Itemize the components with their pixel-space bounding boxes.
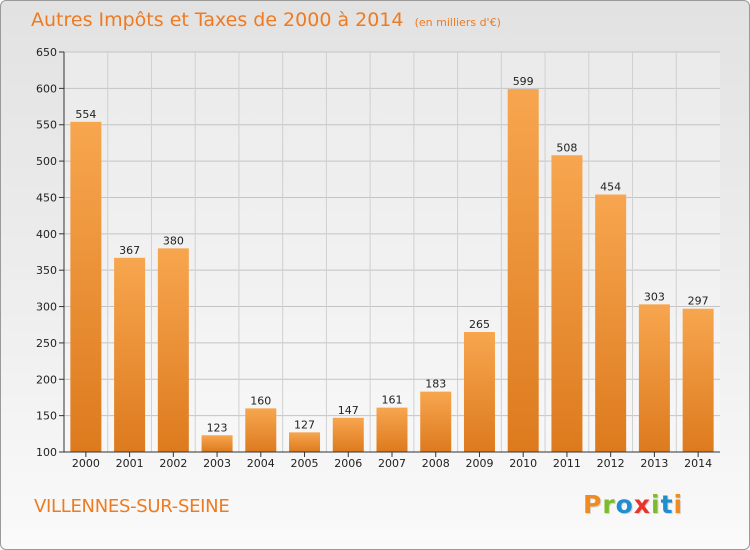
logo-letter: P [583,490,603,519]
bar-2006 [332,417,364,452]
x-tick-label-2000: 2000 [72,457,100,470]
data-label-2002: 380 [163,234,184,247]
x-tick-label-2005: 2005 [291,457,319,470]
y-tick-label: 350 [36,264,57,277]
bar-2004 [245,408,277,452]
logo-letter: x [633,490,651,519]
x-tick-label-2009: 2009 [465,457,493,470]
x-tick-label-2011: 2011 [553,457,581,470]
bar-2014 [682,308,714,452]
y-tick-label: 650 [36,46,57,59]
x-tick-label-2012: 2012 [597,457,625,470]
bar-2003 [201,435,233,452]
x-tick-label-2007: 2007 [378,457,406,470]
town-name: VILLENNES-SUR-SEINE [34,496,230,517]
data-label-2001: 367 [119,244,140,257]
data-label-2004: 160 [250,394,271,407]
bar-2001 [114,257,146,452]
chart-subtitle: (en milliers d'€) [414,16,501,29]
data-label-2007: 161 [382,394,403,407]
x-tick-label-2002: 2002 [159,457,187,470]
x-tick-label-2006: 2006 [334,457,362,470]
x-tick-label-2014: 2014 [684,457,712,470]
data-label-2005: 127 [294,418,315,431]
x-tick-label-2013: 2013 [640,457,668,470]
y-tick-label: 100 [36,446,57,459]
data-label-2014: 297 [688,295,709,308]
logo-letter: r [602,490,616,519]
y-tick-label: 450 [36,191,57,204]
bar-2011 [551,155,583,453]
y-tick-label: 150 [36,410,57,423]
y-tick-label: 200 [36,373,57,386]
data-label-2000: 554 [75,108,96,121]
y-tick-label: 500 [36,155,57,168]
data-label-2003: 123 [207,421,228,434]
y-tick-label: 400 [36,228,57,241]
data-label-2008: 183 [425,378,446,391]
y-tick-label: 250 [36,337,57,350]
bar-2008 [420,391,452,452]
bar-2009 [463,332,495,452]
x-tick-label-2001: 2001 [116,457,144,470]
logo-letter: o [615,490,634,519]
logo-letter: i [651,490,661,519]
x-tick-label-2010: 2010 [509,457,537,470]
logo-letter: t [660,490,674,519]
data-label-2006: 147 [338,404,359,417]
bar-2012 [595,194,627,452]
bar-2000 [70,121,102,453]
y-tick-label: 300 [36,301,57,314]
data-label-2011: 508 [556,141,577,154]
bar-2013 [638,304,670,452]
data-label-2009: 265 [469,318,490,331]
x-tick-label-2004: 2004 [247,457,275,470]
logo-letter: i [673,490,684,519]
y-tick-label: 550 [36,119,57,132]
data-label-2012: 454 [600,181,621,194]
data-label-2013: 303 [644,290,665,303]
y-tick-label: 600 [36,82,57,95]
bar-2002 [157,248,189,452]
x-tick-label-2008: 2008 [422,457,450,470]
x-tick-label-2003: 2003 [203,457,231,470]
proxiti-logo: Proxiti [583,490,683,519]
bar-2007 [376,407,408,452]
bar-2005 [289,432,321,452]
title-row: Autres Impôts et Taxes de 2000 à 2014 (e… [31,9,501,31]
chart-title: Autres Impôts et Taxes de 2000 à 2014 [31,9,404,31]
bar-2010 [507,89,539,452]
data-label-2010: 599 [513,75,534,88]
